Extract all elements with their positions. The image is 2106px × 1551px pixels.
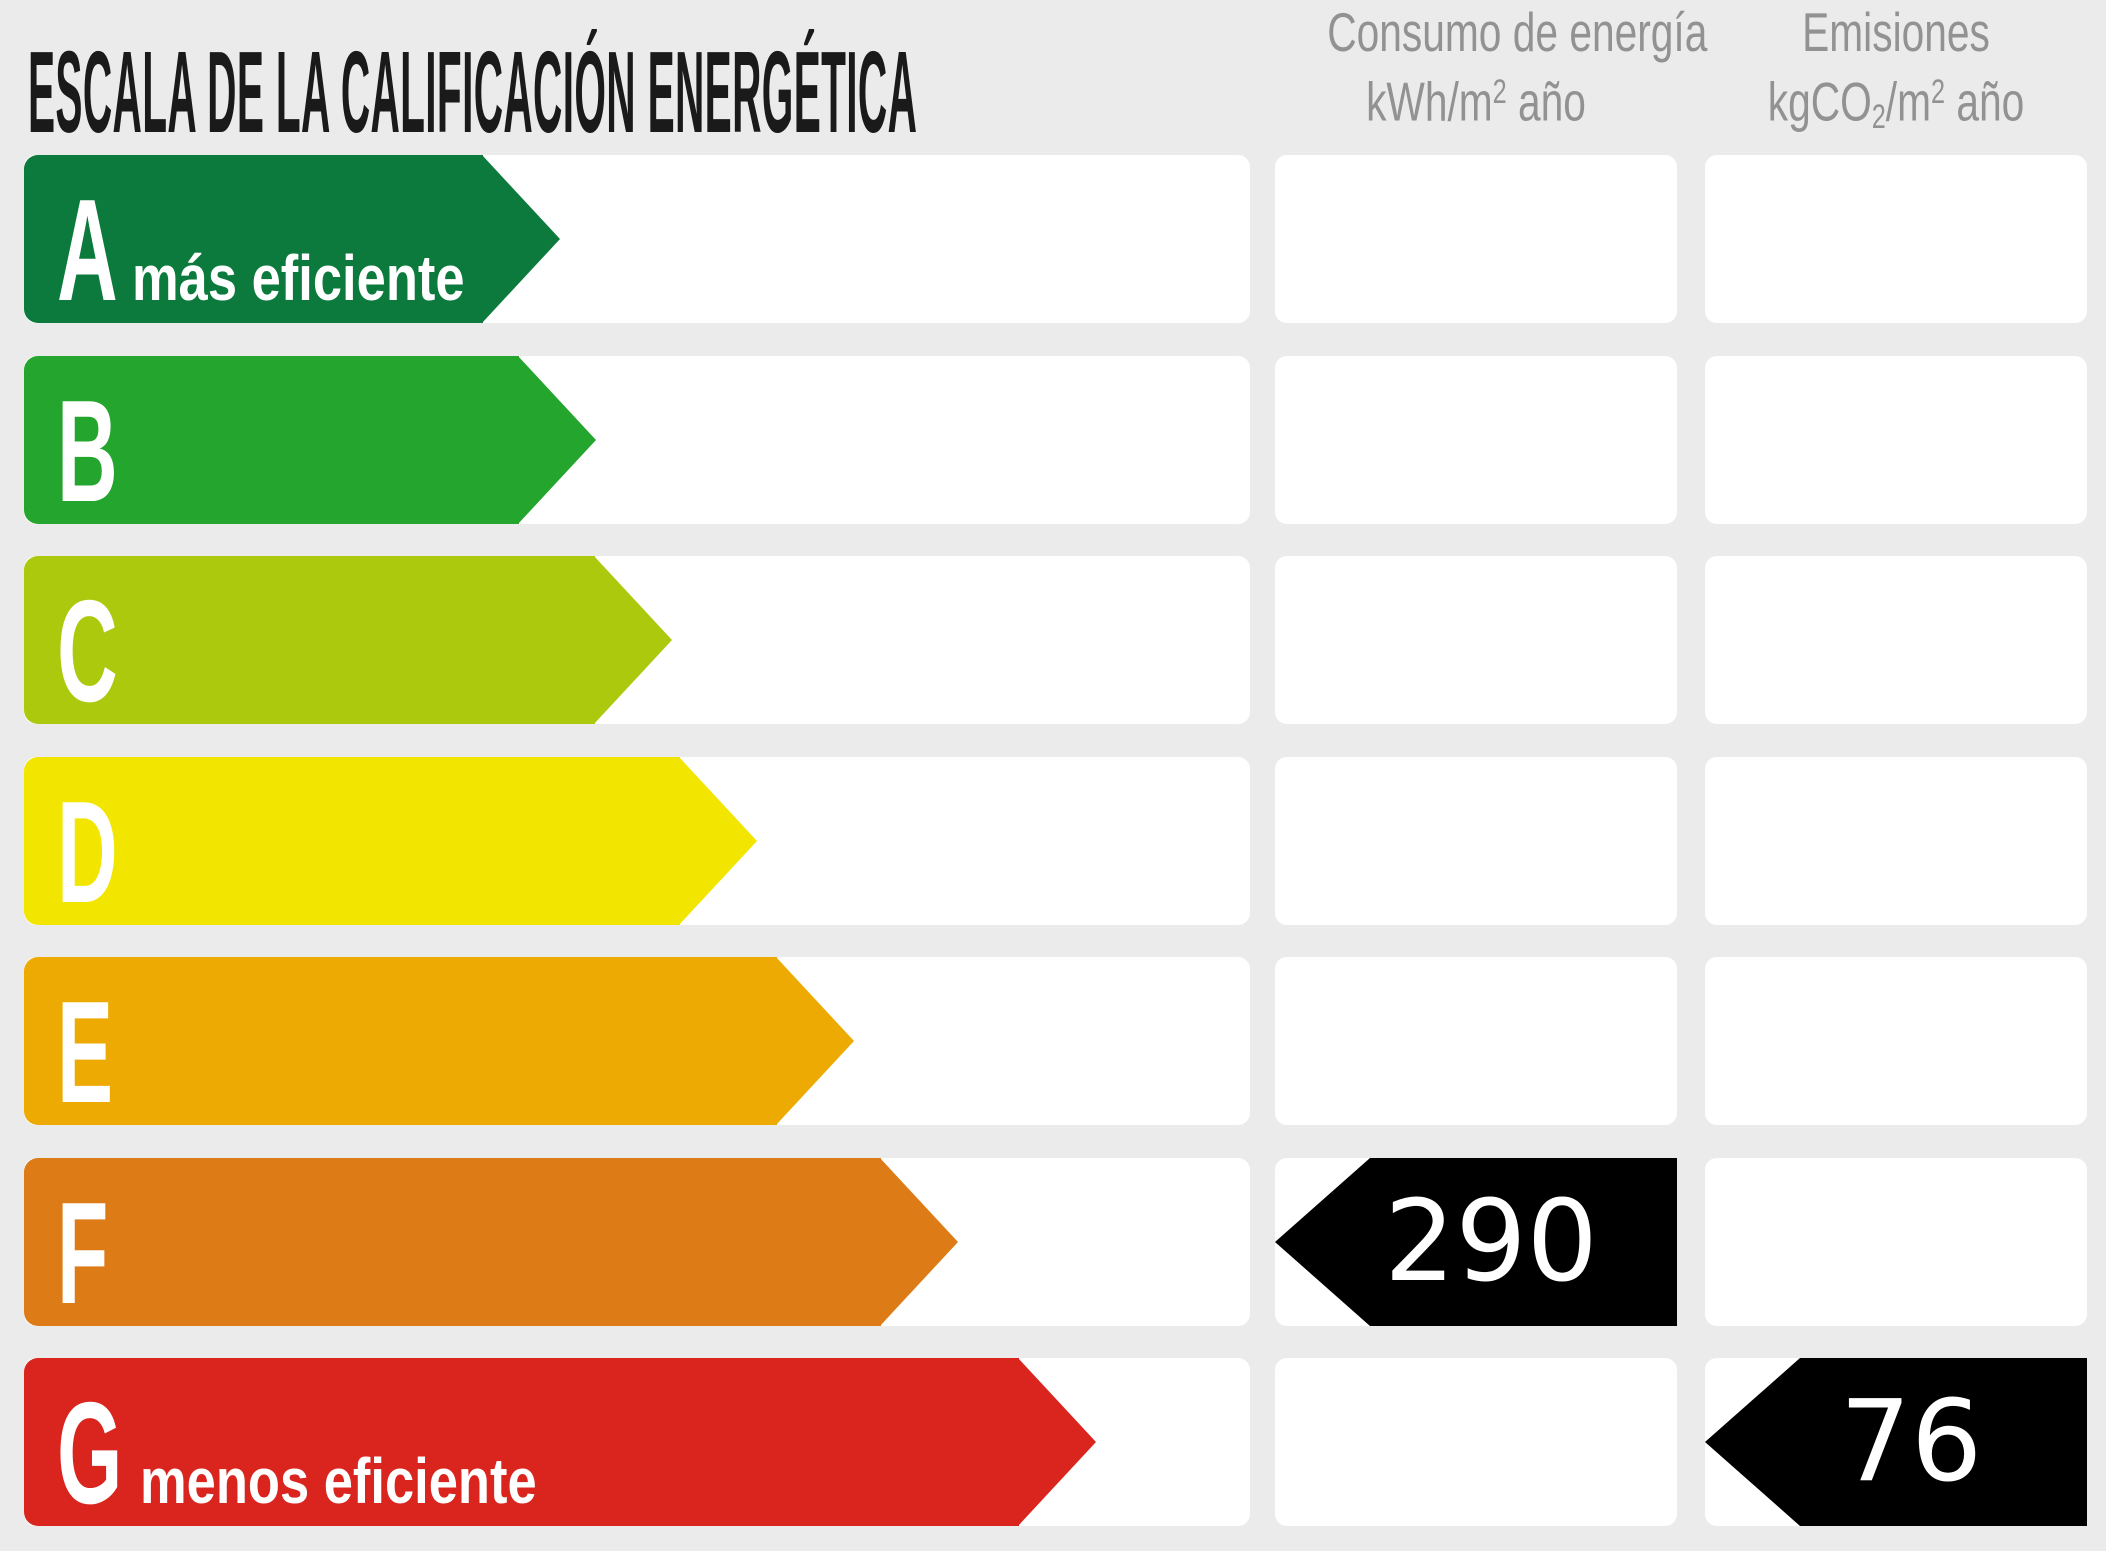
rating-row: D [24, 757, 2106, 925]
emisiones-value-cell [1705, 155, 2087, 323]
rating-rows: A más eficiente B [24, 0, 2106, 1551]
consumo-value-cell [1275, 957, 1677, 1125]
rating-bar-body: A más eficiente [24, 155, 483, 323]
emisiones-value: 76 [1839, 1377, 1983, 1507]
emisiones-header-line1: Emisiones [1802, 1, 1990, 63]
rating-bar-text: F [57, 1181, 146, 1326]
rating-bar: E [24, 957, 854, 1125]
rating-row: G menos eficiente 76 [24, 1358, 2106, 1526]
rating-bar-body: F [24, 1158, 881, 1326]
rating-row: A más eficiente [24, 155, 2106, 323]
rating-bar-text: C [57, 579, 162, 724]
rating-letter: B [57, 370, 118, 532]
rating-letter: C [57, 570, 118, 732]
emisiones-value-cell [1705, 556, 2087, 724]
rating-letter: G [57, 1372, 123, 1534]
consumo-value: 290 [1384, 1177, 1598, 1307]
rating-bar-text: E [57, 980, 154, 1125]
rating-bar: D [24, 757, 757, 925]
subscript-2: 2 [1871, 98, 1886, 137]
consumo-header-units: kWh/m2 año [1366, 70, 1586, 133]
page-title: ESCALA DE LA CALIFICACIÓN ENERGÉTICA [28, 27, 918, 157]
superscript-2: 2 [1931, 73, 1946, 111]
rating-bar-tip-icon [679, 757, 757, 925]
rating-row: E [24, 957, 2106, 1125]
consumo-value-cell [1275, 556, 1677, 724]
rating-bar-text: G menos eficiente [57, 1381, 624, 1526]
rating-bar: B [24, 356, 596, 524]
scale-cell: E [24, 957, 1250, 1125]
rating-bar-body: D [24, 757, 680, 925]
emisiones-value-cell: 76 [1705, 1358, 2087, 1526]
scale-cell: C [24, 556, 1250, 724]
emisiones-value-cell [1705, 957, 2087, 1125]
rating-bar-text: B [57, 379, 162, 524]
scale-cell: G menos eficiente [24, 1358, 1250, 1526]
rating-bar-body: C [24, 556, 595, 724]
rating-letter: A [57, 169, 118, 331]
emisiones-value-cell [1705, 757, 2087, 925]
emisiones-header-units: kgCO2/m2 año [1767, 70, 2025, 137]
rating-row: F 290 [24, 1158, 2106, 1326]
consumo-value-arrow: 290 [1275, 1158, 1677, 1326]
rating-bar-text: D [57, 780, 162, 925]
rating-letter: F [57, 1172, 109, 1334]
rating-row: B [24, 356, 2106, 524]
rating-bar-tip-icon [594, 556, 672, 724]
emisiones-value-arrow: 76 [1705, 1358, 2087, 1526]
rating-bar: A más eficiente [24, 155, 560, 323]
consumo-value-cell [1275, 356, 1677, 524]
rating-bar: F [24, 1158, 958, 1326]
rating-letter: D [57, 771, 118, 933]
emisiones-value-cell [1705, 356, 2087, 524]
rating-bar-tip-icon [518, 356, 596, 524]
consumo-value-cell [1275, 155, 1677, 323]
rating-bar-text: A más eficiente [57, 178, 537, 323]
superscript-2: 2 [1492, 73, 1507, 111]
rating-bar-tip-icon [776, 957, 854, 1125]
rating-bar: C [24, 556, 672, 724]
rating-bar-tip-icon [1018, 1358, 1096, 1526]
rating-bar-label: más eficiente [131, 242, 465, 314]
rating-bar: G menos eficiente [24, 1358, 1096, 1526]
rating-bar-body: B [24, 356, 519, 524]
consumo-value-cell: 290 [1275, 1158, 1677, 1326]
scale-cell: F [24, 1158, 1250, 1326]
scale-cell: B [24, 356, 1250, 524]
consumo-value-cell [1275, 757, 1677, 925]
rating-bar-label: menos eficiente [139, 1445, 537, 1517]
consumo-value-cell [1275, 1358, 1677, 1526]
rating-bar-body: G menos eficiente [24, 1358, 1019, 1526]
rating-letter: E [57, 971, 114, 1133]
emisiones-value-cell [1705, 1158, 2087, 1326]
rating-bar-body: E [24, 957, 777, 1125]
emisiones-column-header: Emisiones kgCO2/m2 año [1755, 2, 2038, 152]
rating-bar-tip-icon [880, 1158, 958, 1326]
rating-row: C [24, 556, 2106, 724]
scale-cell: D [24, 757, 1250, 925]
scale-cell: A más eficiente [24, 155, 1250, 323]
